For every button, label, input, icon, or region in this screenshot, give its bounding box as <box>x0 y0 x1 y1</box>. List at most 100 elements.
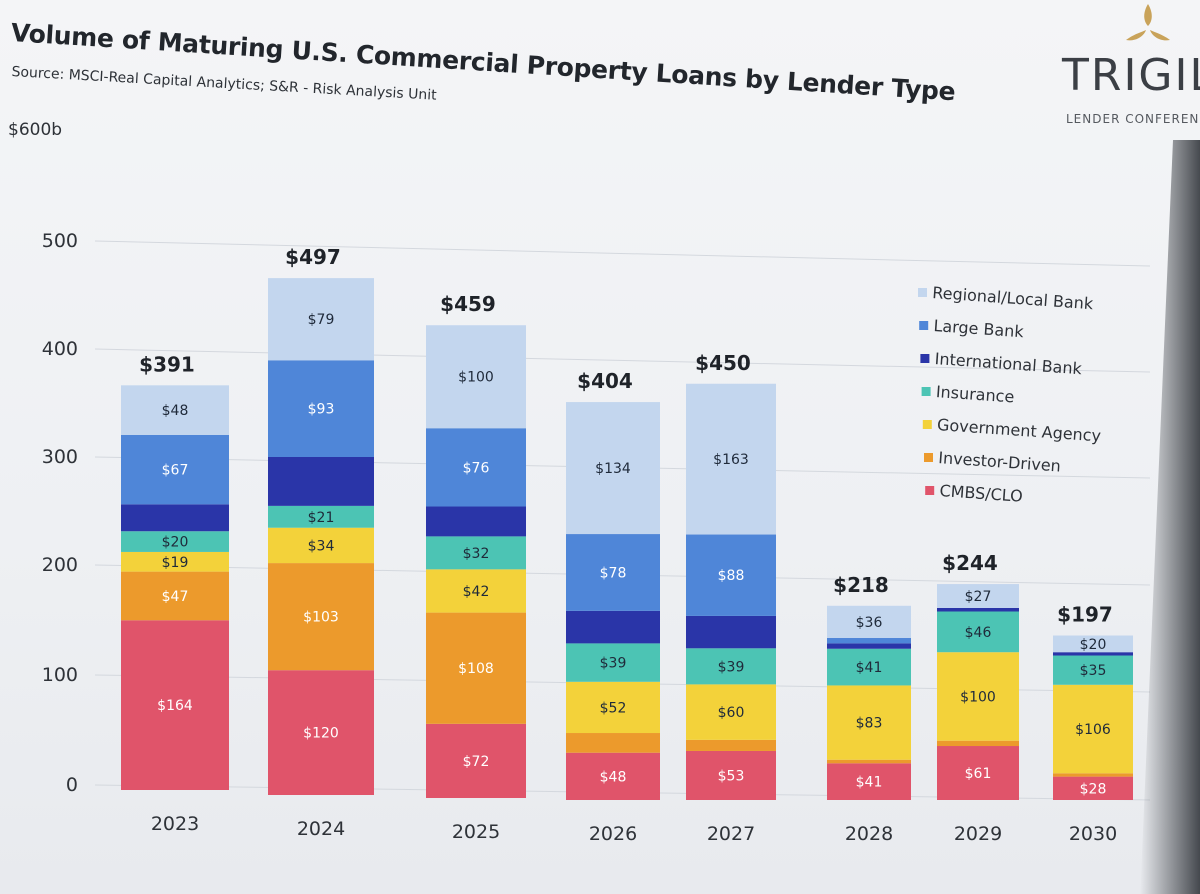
bar-segment <box>1053 776 1133 800</box>
bar-segment <box>268 563 374 671</box>
bar-stack-2026: $48 $52 $39 $78 $134 <box>566 402 660 800</box>
bar-stack-2027: $53 $60 $39 $88 $163 <box>686 383 776 800</box>
legend: Regional/Local Bank Large Bank Internation… <box>918 283 1102 506</box>
bar-segment <box>121 551 229 572</box>
legend-label: Investor-Driven <box>938 448 1062 476</box>
data-label: $79 <box>308 312 335 328</box>
legend-swatch <box>918 288 927 297</box>
bar-segment <box>268 505 374 528</box>
bar-segment <box>937 611 1019 653</box>
bar-segment <box>426 569 526 613</box>
legend-label: Insurance <box>935 382 1015 406</box>
x-tick-label: 2029 <box>954 823 1002 845</box>
bar-segment <box>1053 773 1133 777</box>
y-tick-label: 300 <box>42 446 78 468</box>
x-tick-label: 2027 <box>707 823 755 845</box>
bar-segment <box>121 385 229 435</box>
bar-segment <box>566 402 660 535</box>
bar-segment <box>566 643 660 682</box>
data-label: $39 <box>600 656 627 672</box>
data-label: $52 <box>600 700 627 716</box>
data-label: $20 <box>162 535 189 551</box>
data-label: $41 <box>856 660 883 676</box>
x-tick-label: 2024 <box>297 818 345 840</box>
legend-label: CMBS/CLO <box>939 481 1023 506</box>
y-tick-label: 400 <box>42 338 78 360</box>
bar-segment <box>121 620 229 790</box>
data-label: $103 <box>303 610 339 626</box>
bar-segment <box>121 434 229 505</box>
data-label: $83 <box>856 716 883 732</box>
total-label: $459 <box>440 292 496 316</box>
legend-swatch <box>924 453 933 462</box>
total-label: $391 <box>139 352 195 376</box>
legend-swatch <box>921 387 931 396</box>
data-label: $100 <box>458 370 494 386</box>
bar-segment <box>426 506 526 537</box>
bar-segment <box>121 531 229 552</box>
data-label: $20 <box>1080 637 1107 653</box>
total-label: $218 <box>833 573 889 597</box>
data-label: $48 <box>162 403 189 419</box>
bar-segment <box>121 504 229 532</box>
bar-segment <box>566 733 660 753</box>
data-label: $34 <box>308 538 335 554</box>
x-tick-label: 2030 <box>1069 823 1117 845</box>
legend-label: Large Bank <box>933 316 1025 341</box>
bar-stack-2029: $61 $100 $46 $27 <box>937 584 1019 800</box>
bar-segment <box>827 685 911 760</box>
bar-segment <box>268 457 374 506</box>
total-label: $244 <box>942 551 998 575</box>
data-label: $19 <box>162 555 189 571</box>
data-label: $100 <box>960 689 996 705</box>
bar-segment <box>827 648 911 686</box>
bar-segment <box>566 752 660 800</box>
bar-segment <box>827 643 911 649</box>
data-label: $163 <box>713 452 749 468</box>
bar-segment <box>268 278 374 361</box>
bar-segment <box>937 607 1019 612</box>
bar-segment <box>268 360 374 457</box>
data-label: $46 <box>965 625 992 641</box>
x-tick-label: 2028 <box>845 823 893 845</box>
data-label: $27 <box>965 589 992 605</box>
bar-segment <box>268 527 374 564</box>
data-label: $61 <box>965 766 992 782</box>
legend-swatch <box>922 420 932 429</box>
bar-segment <box>937 740 1019 747</box>
data-label: $36 <box>856 615 883 631</box>
data-label: $35 <box>1080 663 1107 679</box>
bar-segment <box>827 605 911 639</box>
legend-label: Government Agency <box>937 415 1102 445</box>
x-tick-label: 2025 <box>452 821 500 843</box>
data-label: $39 <box>718 659 745 675</box>
bar-stack-2030: $28 $106 $35 $20 <box>1053 635 1133 800</box>
data-label: $41 <box>856 775 883 791</box>
data-label: $93 <box>308 402 335 418</box>
data-label: $47 <box>162 589 189 605</box>
data-label: $164 <box>157 698 193 714</box>
bar-segment <box>426 325 526 429</box>
bar-segment <box>426 723 526 798</box>
x-tick-label: 2023 <box>151 813 199 835</box>
data-label: $134 <box>595 461 631 477</box>
total-labels: $391 $497 $459 $404 $450 $218 $244 $197 <box>139 245 1113 626</box>
y-axis-ticks: 0 100 200 300 400 500 <box>42 230 78 796</box>
data-label: $108 <box>458 661 494 677</box>
bar-stack-2024: $120 $103 $34 $21 $93 $79 <box>268 278 374 795</box>
trigil-logo-icon <box>1126 4 1170 41</box>
data-label: $88 <box>718 568 745 584</box>
bar-stack-2025: $72 $108 $42 $32 $76 $100 <box>426 325 526 798</box>
y-axis-unit-label: $600b <box>8 120 63 140</box>
data-label: $106 <box>1075 722 1111 738</box>
bar-segment <box>121 571 229 621</box>
bar-segment <box>937 652 1019 741</box>
y-tick-label: 200 <box>42 554 78 576</box>
legend-swatch <box>925 486 935 495</box>
data-label: $48 <box>600 769 627 785</box>
x-axis-ticks: 2023 2024 2025 2026 2027 2028 2029 2030 <box>151 813 1117 845</box>
y-tick-label: 0 <box>66 774 78 796</box>
